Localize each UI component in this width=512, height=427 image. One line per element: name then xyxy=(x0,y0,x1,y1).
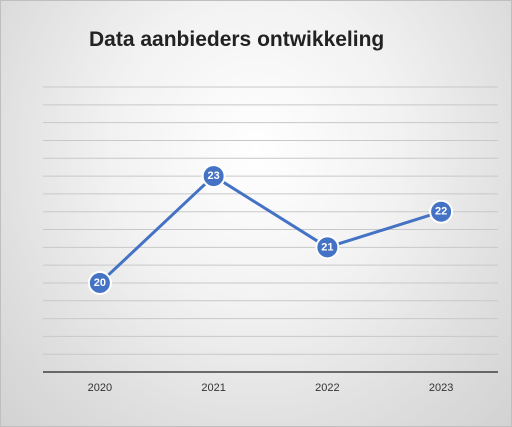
gridlines xyxy=(43,86,498,355)
data-point-marker xyxy=(87,270,112,295)
data-label: 20 xyxy=(94,277,106,289)
data-point: 23 xyxy=(201,164,226,189)
x-axis-tick-label: 2021 xyxy=(201,382,225,394)
data-label: 22 xyxy=(435,206,447,218)
data-point-marker xyxy=(201,164,226,189)
x-axis-tick-label: 2020 xyxy=(88,382,112,394)
data-point: 21 xyxy=(315,235,340,260)
data-label: 21 xyxy=(321,241,333,253)
data-label: 23 xyxy=(208,170,220,182)
data-point-marker xyxy=(429,199,454,224)
x-axis-tick-labels: 2020 2021 2022 2023 xyxy=(88,382,454,394)
data-point-marker xyxy=(315,235,340,260)
series-line xyxy=(98,174,442,285)
x-axis-tick-label: 2022 xyxy=(315,382,339,394)
data-markers: 20 23 21 22 xyxy=(87,164,454,295)
data-point: 20 xyxy=(87,270,112,295)
data-point: 22 xyxy=(429,199,454,224)
x-axis-tick-label: 2023 xyxy=(429,382,453,394)
chart-title: Data aanbieders ontwikkeling xyxy=(89,28,385,51)
